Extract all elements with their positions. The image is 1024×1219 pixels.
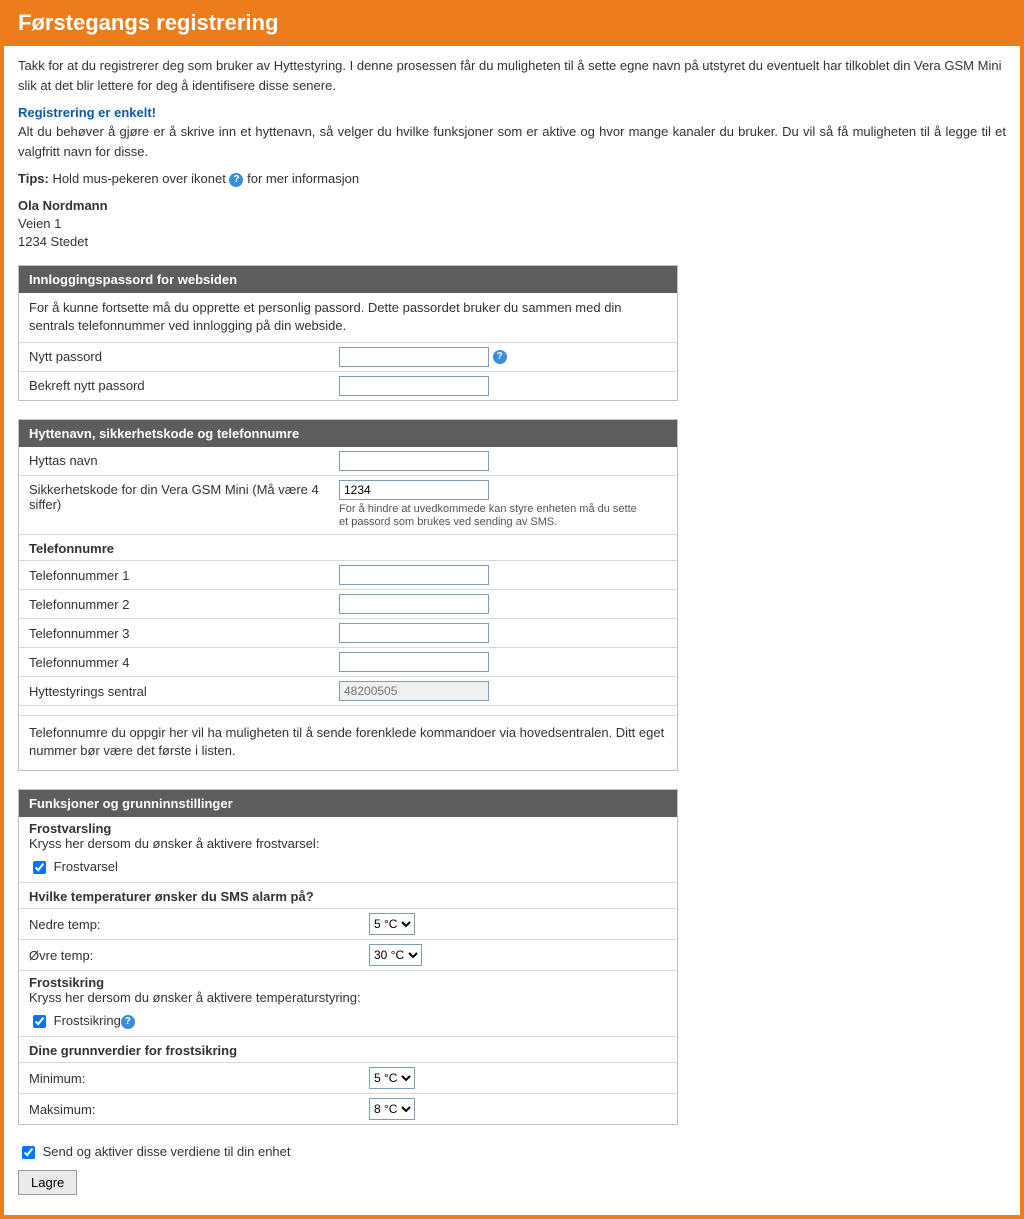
tips-before: Hold mus-pekeren over ikonet (49, 171, 230, 186)
password-panel: Innloggingspassord for websiden For å ku… (18, 265, 678, 400)
phone1-input[interactable] (339, 565, 489, 585)
password-panel-header: Innloggingspassord for websiden (19, 266, 677, 293)
phone3-input[interactable] (339, 623, 489, 643)
frostsikring-cb-label: Frostsikring (54, 1013, 121, 1028)
help-icon[interactable]: ? (493, 350, 507, 364)
tips-line: Tips: Hold mus-pekeren over ikonet ? for… (18, 171, 1006, 187)
phone4-input[interactable] (339, 652, 489, 672)
confirm-password-label: Bekreft nytt passord (29, 378, 339, 393)
functions-panel: Funksjoner og grunninnstillinger Frostva… (18, 789, 678, 1125)
tips-label: Tips: (18, 171, 49, 186)
send-activate-label: Send og aktiver disse verdiene til din e… (43, 1144, 291, 1159)
frostsikring-header: Frostsikring (29, 975, 104, 990)
help-icon[interactable]: ? (121, 1015, 135, 1029)
security-code-hint: For å hindre at uvedkommede kan styre en… (339, 503, 639, 531)
cabin-panel: Hyttenavn, sikkerhetskode og telefonnumr… (18, 419, 678, 772)
cabin-name-label: Hyttas navn (29, 453, 339, 468)
min-select[interactable]: 5 °C (369, 1067, 415, 1089)
phone2-label: Telefonnummer 2 (29, 597, 339, 612)
user-name: Ola Nordmann (18, 197, 1006, 215)
fs-values-header: Dine grunnverdier for frostsikring (19, 1037, 677, 1063)
user-address-2: 1234 Stedet (18, 233, 1006, 251)
frostsikring-checkbox[interactable] (33, 1015, 46, 1028)
max-label: Maksimum: (29, 1102, 369, 1117)
frostvarsel-cb-label: Frostvarsel (54, 859, 118, 874)
frostvarsel-checkbox[interactable] (33, 861, 46, 874)
phones-header: Telefonnumre (19, 535, 677, 561)
new-password-label: Nytt passord (29, 349, 339, 364)
security-code-label: Sikkerhetskode for din Vera GSM Mini (Må… (29, 480, 339, 512)
max-select[interactable]: 8 °C (369, 1098, 415, 1120)
user-block: Ola Nordmann Veien 1 1234 Stedet (18, 197, 1006, 252)
subhead: Registrering er enkelt! (18, 105, 1006, 120)
central-label: Hyttestyrings sentral (29, 684, 339, 699)
new-password-input[interactable] (339, 347, 489, 367)
lower-temp-label: Nedre temp: (29, 917, 369, 932)
phone3-label: Telefonnummer 3 (29, 626, 339, 641)
central-input (339, 681, 489, 701)
upper-temp-select[interactable]: 30 °C (369, 944, 422, 966)
phone1-label: Telefonnummer 1 (29, 568, 339, 583)
confirm-password-input[interactable] (339, 376, 489, 396)
cabin-panel-header: Hyttenavn, sikkerhetskode og telefonnumr… (19, 420, 677, 447)
min-label: Minimum: (29, 1071, 369, 1086)
page-title: Førstegangs registrering (4, 4, 1020, 46)
phone2-input[interactable] (339, 594, 489, 614)
sms-question: Hvilke temperaturer ønsker du SMS alarm … (19, 883, 677, 909)
instructions-text: Alt du behøver å gjøre er å skrive inn e… (18, 122, 1006, 161)
phones-note: Telefonnumre du oppgir her vil ha muligh… (19, 716, 677, 770)
save-button[interactable]: Lagre (18, 1170, 77, 1195)
frost-desc: Kryss her dersom du ønsker å aktivere fr… (19, 836, 677, 855)
intro-text: Takk for at du registrerer deg som bruke… (18, 56, 1006, 95)
cabin-name-input[interactable] (339, 451, 489, 471)
user-address-1: Veien 1 (18, 215, 1006, 233)
frost-header: Frostvarsling (29, 821, 111, 836)
upper-temp-label: Øvre temp: (29, 948, 369, 963)
send-activate-checkbox[interactable] (22, 1146, 35, 1159)
functions-panel-header: Funksjoner og grunninnstillinger (19, 790, 677, 817)
phone4-label: Telefonnummer 4 (29, 655, 339, 670)
lower-temp-select[interactable]: 5 °C (369, 913, 415, 935)
tips-after: for mer informasjon (243, 171, 359, 186)
security-code-input[interactable] (339, 480, 489, 500)
password-desc: For å kunne fortsette må du opprette et … (19, 293, 677, 342)
frostsikring-desc: Kryss her dersom du ønsker å aktivere te… (19, 990, 677, 1009)
help-icon: ? (229, 173, 243, 187)
